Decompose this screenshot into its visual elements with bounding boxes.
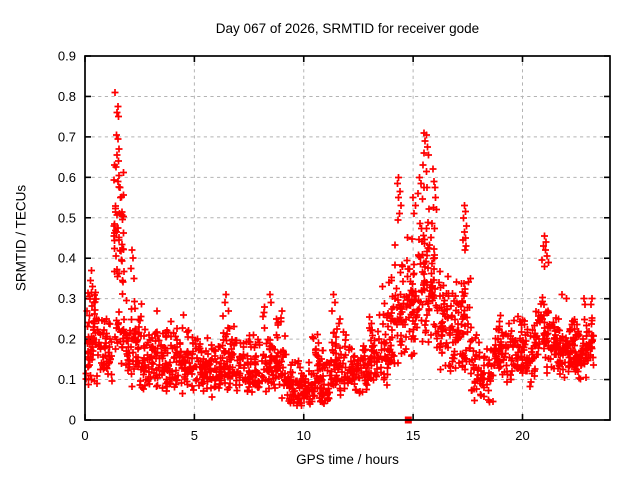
x-tick-label: 10 <box>297 428 311 443</box>
x-tick-label: 0 <box>81 428 88 443</box>
chart-title: Day 067 of 2026, SRMTID for receiver god… <box>215 21 480 36</box>
y-tick-label: 0.9 <box>58 49 76 64</box>
x-axis-title: GPS time / hours <box>296 452 399 467</box>
y-tick-label: 0.7 <box>58 129 76 144</box>
plot-frame <box>84 55 611 421</box>
x-tick-label: 5 <box>191 428 198 443</box>
grid-lines <box>85 56 610 420</box>
y-tick-label: 0.3 <box>58 291 76 306</box>
y-tick-label: 0.2 <box>58 332 76 347</box>
x-tick-label: 20 <box>515 428 529 443</box>
tick-labels: 0 5 10 15 20 0 0.1 0.2 0.3 0.4 0.5 0.6 0.7 0.8 0.9 <box>58 49 530 444</box>
y-tick-label: 0.5 <box>58 210 76 225</box>
y-tick-label: 0.8 <box>58 89 76 104</box>
scatter-points <box>82 89 597 409</box>
y-tick-label: 0 <box>69 413 76 428</box>
y-axis-title: SRMTID / TECUs <box>13 184 29 292</box>
y-tick-label: 0.6 <box>58 170 76 185</box>
y-tick-label: 0.1 <box>58 372 76 387</box>
y-tick-label: 0.4 <box>58 251 76 266</box>
x-tick-label: 15 <box>406 428 420 443</box>
